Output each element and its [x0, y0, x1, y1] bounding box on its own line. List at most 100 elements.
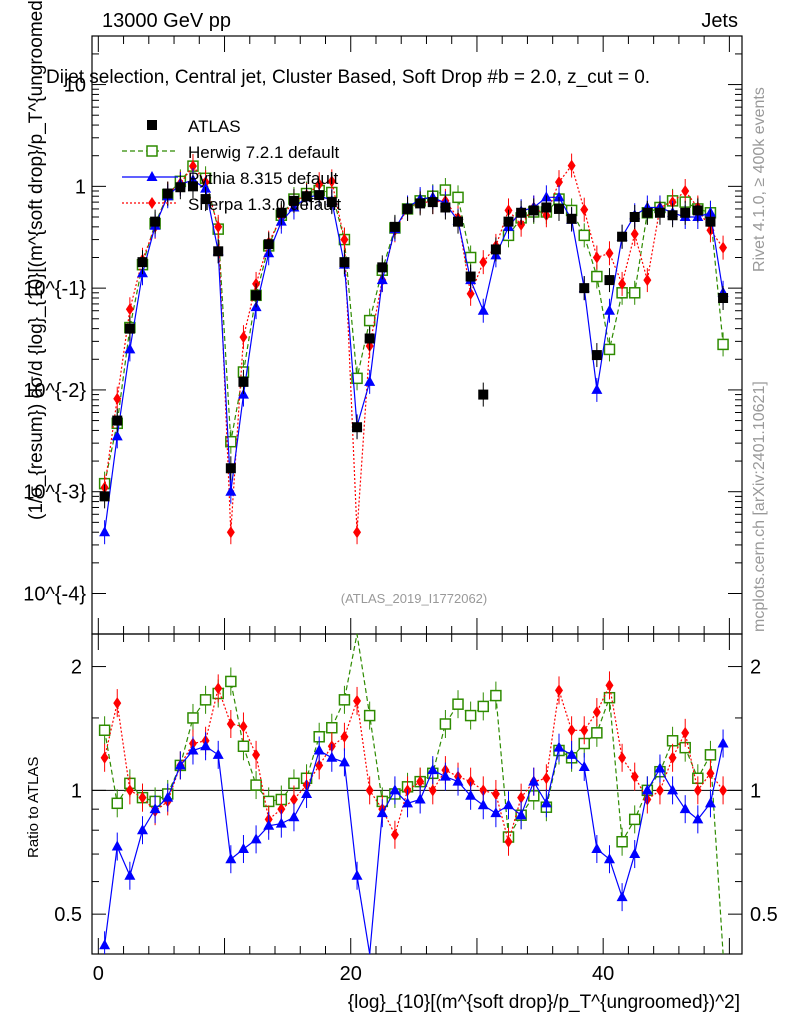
pythia-ratio-point — [111, 840, 123, 851]
sherpa-ratio-point — [479, 784, 488, 797]
pythia-point — [124, 343, 136, 354]
pythia-ratio-point — [603, 853, 615, 864]
atlas-point — [225, 463, 236, 474]
pythia-ratio-point — [250, 833, 262, 844]
sherpa-ratio-point — [630, 770, 639, 783]
header-energy: 13000 GeV pp — [102, 10, 231, 32]
plot-title: Dijet selection, Central jet, Cluster Ba… — [46, 67, 650, 88]
atlas-point — [465, 271, 476, 282]
atlas-point — [478, 389, 489, 400]
sherpa-ratio-point — [517, 791, 526, 804]
sherpa-ratio-point — [416, 775, 425, 788]
atlas-point — [503, 216, 514, 227]
sherpa-point — [226, 526, 235, 539]
pythia-ratio-point — [288, 811, 300, 822]
atlas-point — [187, 181, 198, 192]
atlas-point — [402, 203, 413, 214]
herwig-ratio-point — [616, 835, 628, 848]
pythia-ratio-point — [566, 748, 578, 759]
atlas-point — [352, 422, 363, 433]
sherpa-ratio-point — [719, 784, 728, 797]
sherpa-ratio-point — [554, 684, 563, 697]
pythia-point — [99, 526, 111, 537]
atlas-point — [541, 202, 552, 213]
main-y-axis-title: (1/σ_{resum}) dσ/d {log}_{10}[(m^{soft d… — [26, 0, 47, 520]
pythia-ratio-point — [452, 775, 464, 786]
herwig-ratio-point — [439, 718, 452, 730]
herwig-point — [351, 372, 363, 385]
atlas-point — [124, 323, 135, 334]
ratio-plot-frame — [91, 633, 743, 955]
sherpa-point — [592, 251, 601, 264]
herwig-legend-marker — [146, 145, 158, 157]
pythia-ratio-point — [477, 799, 489, 810]
pythia-ratio-point — [174, 759, 186, 770]
legend: ATLAS Herwig 7.2.1 default Pythia 8.315 de… — [122, 117, 341, 214]
pythia-ratio-point — [326, 751, 338, 762]
herwig-ratio-line — [104, 633, 724, 955]
sherpa-point — [340, 233, 349, 246]
sherpa-point — [214, 220, 223, 233]
sherpa-ratio-point — [214, 682, 223, 695]
atlas-point — [175, 182, 186, 193]
atlas-point — [339, 257, 350, 268]
main-y-tick-label: 10 — [64, 75, 86, 97]
sherpa-ratio-point — [618, 751, 627, 764]
header-jets: Jets — [701, 10, 738, 32]
atlas-point — [490, 244, 501, 255]
sherpa-ratio-point — [567, 724, 576, 737]
pythia-ratio-point — [351, 869, 363, 880]
sherpa-ratio-point — [693, 784, 702, 797]
sherpa-legend-label: Sherpa 1.3.0 default — [188, 195, 341, 214]
pythia-ratio-point — [578, 760, 590, 771]
atlas-point — [604, 275, 615, 286]
sherpa-ratio-point — [542, 772, 551, 785]
mcplots-label: mcplots.cern.ch [arXiv:2401.10621] — [751, 381, 768, 632]
herwig-ratio-point — [237, 740, 250, 753]
pythia-ratio-point — [338, 756, 350, 767]
herwig-point — [225, 435, 237, 448]
ratio-y-tick-label-left: 1 — [71, 780, 82, 802]
pythia-ratio-point — [553, 741, 565, 752]
atlas-point — [238, 376, 249, 387]
atlas-legend-label: ATLAS — [188, 117, 241, 136]
pythia-ratio-point — [212, 748, 224, 759]
herwig-ratio-point — [250, 779, 262, 791]
sherpa-point — [719, 241, 728, 254]
atlas-point — [579, 283, 590, 294]
sherpa-ratio-point — [580, 724, 589, 737]
herwig-ratio-point — [338, 694, 351, 706]
pythia-point — [603, 304, 615, 315]
herwig-point — [363, 314, 376, 327]
axis-tick-labels: 10^{-4} 10^{-3} 10^{-2} 10^{-1} 1 10 0.5 0.5 1 1 2… — [23, 75, 778, 985]
pythia-point — [111, 430, 123, 441]
atlas-point — [150, 216, 161, 227]
pythia-ratio-point — [439, 770, 451, 781]
pythia-ratio-point — [717, 737, 729, 748]
atlas-point — [440, 202, 451, 213]
atlas-point — [213, 246, 224, 257]
sherpa-ratio-point — [138, 791, 147, 804]
pythia-point — [364, 375, 376, 386]
sherpa-ratio-point — [668, 751, 677, 764]
pythia-ratio-point — [515, 809, 527, 820]
x-tick-label: 40 — [592, 963, 614, 985]
pythia-ratio-point — [149, 803, 161, 814]
rivet-version-label: Rivet 4.1.0, ≥ 400k events — [751, 87, 768, 272]
atlas-point — [301, 191, 312, 202]
sherpa-point — [630, 228, 639, 241]
herwig-ratio-point — [704, 749, 717, 761]
sherpa-ratio-point — [277, 803, 286, 816]
pythia-ratio-point — [591, 843, 603, 854]
pythia-ratio-point — [667, 784, 679, 795]
main-y-tick-label: 10^{-2} — [23, 380, 86, 402]
atlas-point — [314, 190, 325, 201]
pythia-ratio-point — [124, 869, 136, 880]
atlas-point — [617, 231, 628, 242]
pythia-legend-marker — [146, 171, 158, 181]
x-tick-label: 0 — [93, 963, 104, 985]
sherpa-legend-marker — [148, 197, 156, 209]
sherpa-point — [239, 331, 248, 344]
sherpa-ratio-point — [605, 679, 614, 692]
